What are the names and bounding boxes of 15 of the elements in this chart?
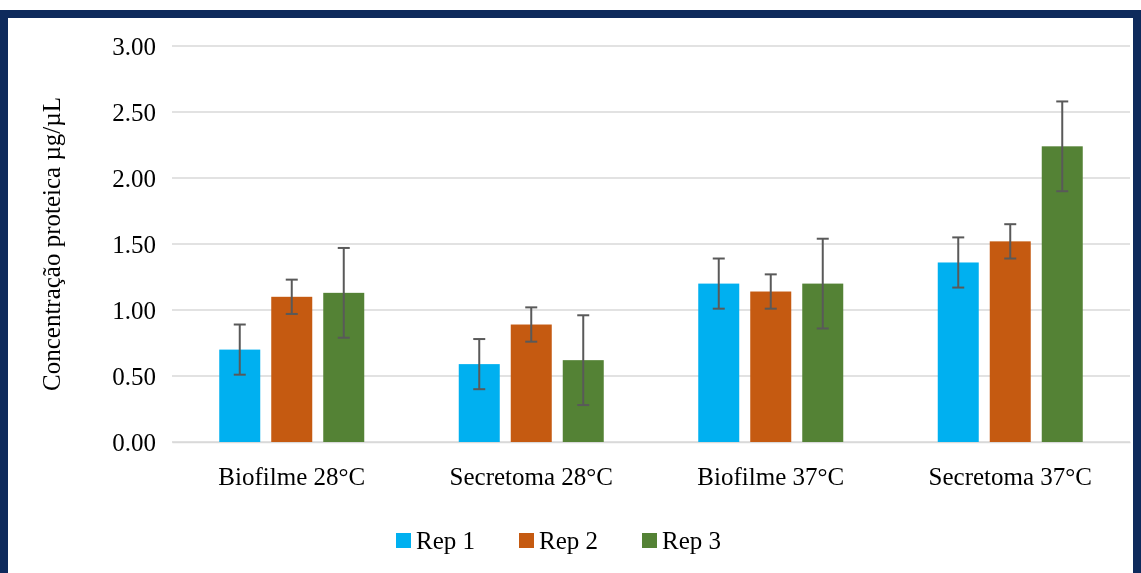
y-axis-title: Concentração proteica µg/µL	[38, 97, 65, 391]
y-tick-label: 0.50	[112, 362, 156, 390]
y-tick-label: 2.00	[112, 164, 156, 192]
legend-label: Rep 3	[662, 527, 722, 554]
y-tick-label: 1.00	[112, 296, 156, 324]
y-tick-label: 2.50	[112, 98, 156, 126]
x-tick-label: Biofilme 37°C	[697, 462, 845, 490]
y-tick-label: 1.50	[112, 230, 156, 258]
x-tick-label: Biofilme 28°C	[218, 462, 366, 490]
x-tick-label: Secretoma 37°C	[928, 462, 1092, 490]
x-tick-label: Secretoma 28°C	[449, 462, 613, 490]
y-tick-label: 3.00	[112, 32, 156, 60]
legend-label: Rep 1	[416, 527, 476, 554]
legend-label: Rep 2	[539, 527, 599, 554]
y-tick-label: 0.00	[112, 428, 156, 456]
